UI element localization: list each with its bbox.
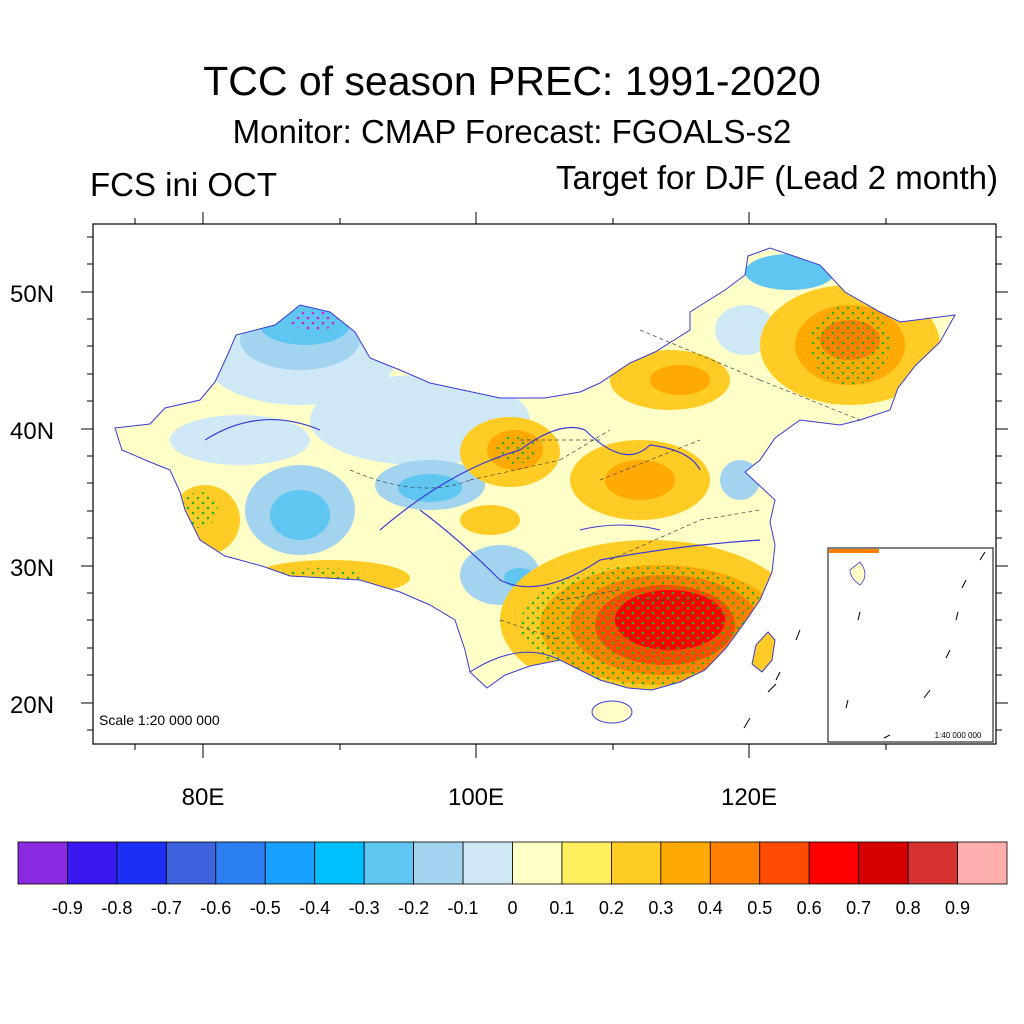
colorbar-tick-label: 0.2 — [599, 898, 624, 918]
colorbar-swatch — [611, 841, 662, 885]
colorbar-tick-label: 0.4 — [698, 898, 723, 918]
colorbar-tick-label: 0.1 — [549, 898, 574, 918]
sea-boundary-dashes — [743, 629, 801, 729]
colorbar-tick-label: -0.2 — [398, 898, 429, 918]
colorbar-swatch — [314, 841, 365, 885]
lat-label-30n: 30N — [10, 555, 54, 582]
colorbar-swatch — [660, 841, 711, 885]
colorbar-tick-label: -0.9 — [52, 898, 83, 918]
colorbar-swatch — [116, 841, 167, 885]
south-sea-inset: 1:40 000 000 — [827, 547, 994, 743]
lat-axis: 50N 40N 30N 20N — [10, 236, 1008, 731]
hainan-island — [591, 700, 633, 724]
colorbar-tick-label: 0.7 — [846, 898, 871, 918]
lon-label-80e: 80E — [182, 784, 225, 811]
colorbar-swatch — [907, 841, 958, 885]
scale-label: Scale 1:20 000 000 — [99, 712, 220, 728]
target-season-label: Target for DJF (Lead 2 month) — [555, 159, 998, 196]
colorbar-tick-label: -0.1 — [448, 898, 479, 918]
colorbar: -0.9 -0.8 -0.7 -0.6 -0.5 -0.4 -0.3 -0.2 -0.1 0 0.1… — [17, 841, 1008, 918]
taiwan-island — [751, 631, 776, 673]
colorbar-tick-label: -0.3 — [349, 898, 380, 918]
province-boundaries — [349, 329, 861, 641]
rivers-south — [469, 524, 661, 673]
colorbar-swatch — [165, 841, 217, 885]
colorbar-tick-label: 0 — [507, 898, 517, 918]
colorbar-tick-label: -0.6 — [200, 898, 231, 918]
chart-title: TCC of season PREC: 1991-2020 — [203, 58, 821, 104]
colorbar-swatch — [363, 841, 414, 885]
rivers — [204, 418, 761, 588]
colorbar-swatch — [17, 841, 68, 885]
lat-label-50n: 50N — [10, 281, 54, 308]
lat-label-40n: 40N — [10, 418, 54, 445]
colorbar-tick-label: 0.6 — [797, 898, 822, 918]
colorbar-swatch — [808, 841, 860, 885]
colorbar-swatch — [858, 841, 909, 885]
colorbar-tick-label: 0.9 — [945, 898, 970, 918]
colorbar-tick-label: -0.4 — [299, 898, 330, 918]
colorbar-tick-label: -0.5 — [250, 898, 281, 918]
forecast-init-label: FCS ini OCT — [90, 166, 278, 203]
inset-scale-label: 1:40 000 000 — [935, 731, 982, 740]
colorbar-swatch — [561, 841, 612, 885]
colorbar-tick-label: 0.3 — [648, 898, 673, 918]
colorbar-swatch — [512, 841, 563, 885]
lat-label-20n: 20N — [10, 692, 54, 719]
colorbar-tick-label: -0.8 — [101, 898, 132, 918]
colorbar-swatch — [67, 841, 118, 885]
lon-axis: 80E 100E 120E — [134, 212, 887, 811]
colorbar-swatch — [215, 841, 266, 885]
china-border — [114, 247, 956, 691]
colorbar-tick-label: -0.7 — [151, 898, 182, 918]
colorbar-swatch — [759, 841, 810, 885]
chart-subtitle: Monitor: CMAP Forecast: FGOALS-s2 — [232, 113, 792, 150]
colorbar-swatch — [462, 841, 513, 885]
colorbar-swatch — [709, 841, 761, 885]
lon-label-120e: 120E — [721, 784, 777, 811]
colorbar-swatch — [957, 841, 1008, 885]
colorbar-tick-label: 0.5 — [747, 898, 772, 918]
lon-label-100e: 100E — [448, 784, 504, 811]
colorbar-swatch — [413, 841, 464, 885]
colorbar-tick-label: 0.8 — [896, 898, 921, 918]
colorbar-swatch — [264, 841, 316, 885]
